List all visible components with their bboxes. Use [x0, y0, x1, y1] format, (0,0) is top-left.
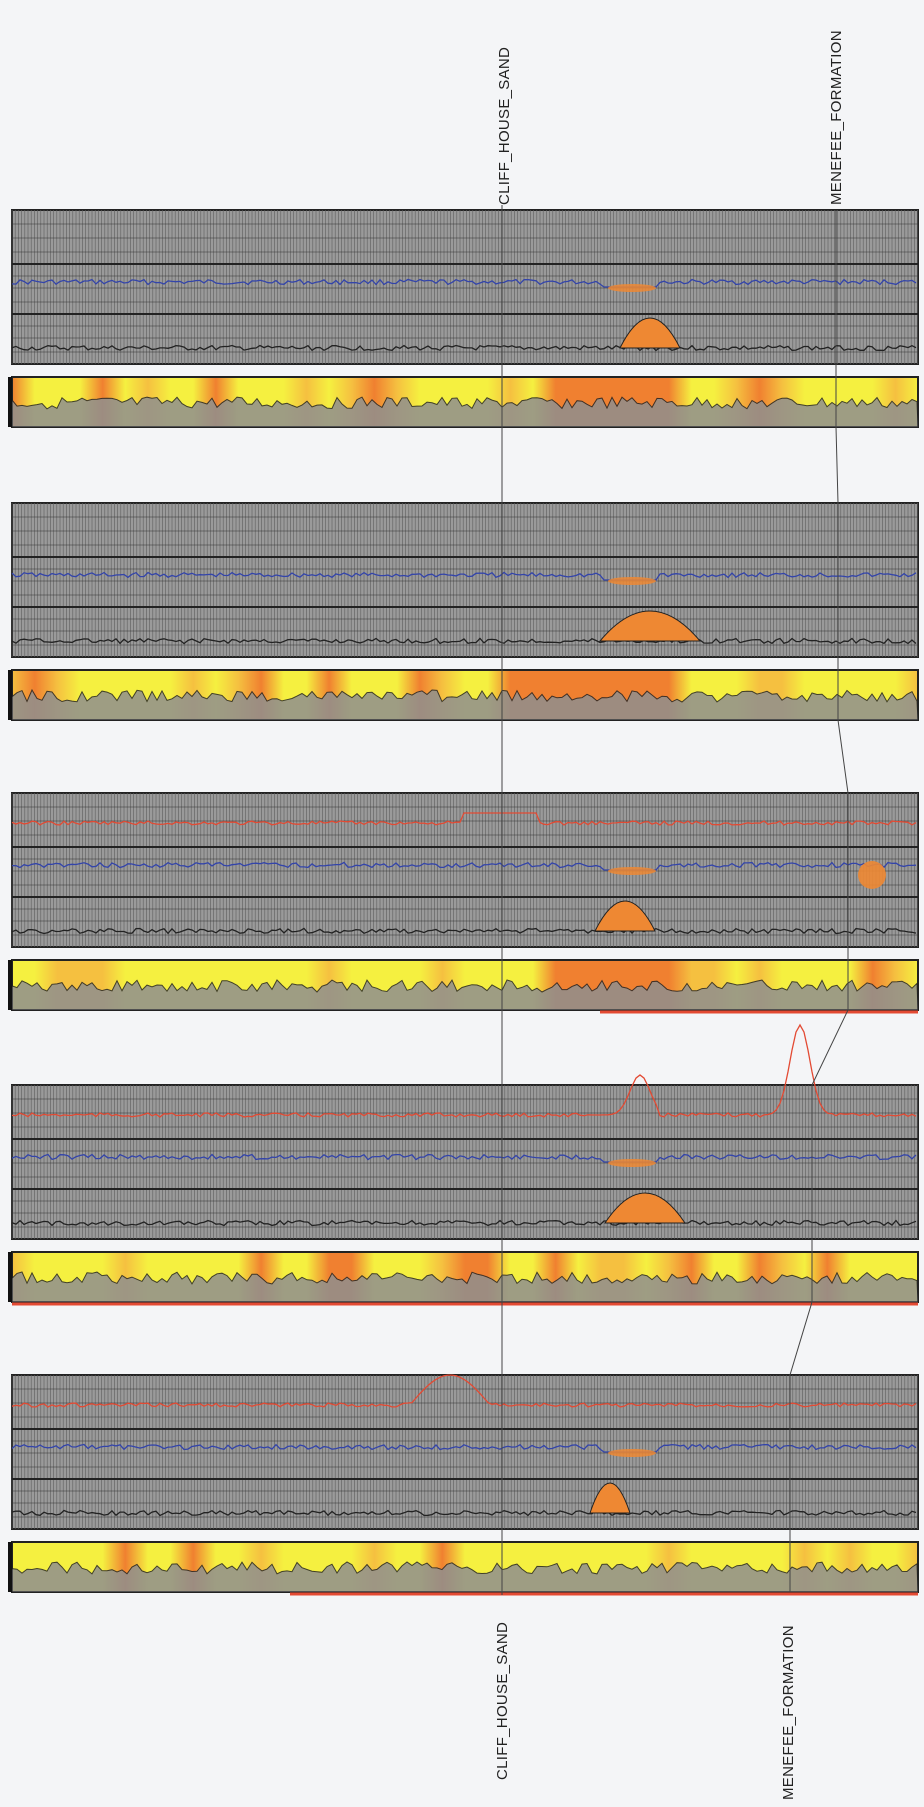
well-track-1 — [8, 209, 919, 428]
depth-tick-bar — [8, 960, 12, 1010]
depth-tick-bar — [8, 377, 12, 427]
density-crossover-fill — [608, 284, 656, 292]
gamma-shale-fill — [594, 900, 656, 932]
density-crossover-fill — [858, 861, 886, 889]
correlation-line-menefee-formation — [789, 210, 849, 1592]
lithology-profile — [11, 1561, 919, 1593]
well-track-5 — [8, 1374, 919, 1596]
lithology-profile — [11, 1271, 919, 1303]
density-crossover-fill — [608, 1449, 656, 1457]
gamma-shale-fill — [589, 1482, 631, 1514]
density-curve — [11, 278, 917, 288]
gamma-curve — [11, 927, 917, 935]
density-curve — [11, 861, 917, 871]
log-panel-bg — [11, 792, 919, 948]
well-track-4 — [8, 1023, 919, 1306]
gamma-shale-fill — [619, 317, 681, 349]
gamma-curve — [11, 1509, 917, 1517]
gamma-curve — [11, 344, 917, 352]
depth-tick-bar — [8, 670, 12, 720]
density-crossover-fill — [608, 577, 656, 585]
lithology-profile — [11, 396, 919, 428]
density-crossover-fill — [608, 1159, 656, 1167]
well-track-2 — [8, 502, 919, 721]
gamma-curve — [11, 637, 917, 645]
lithology-profile — [11, 979, 919, 1011]
log-panel-bg — [11, 209, 919, 365]
well-track-3 — [8, 792, 919, 1014]
resistivity-curve — [11, 812, 917, 826]
bottom-label-cliff-house-sand: CLIFF_HOUSE_SAND — [494, 1621, 511, 1780]
log-panel-bg — [11, 502, 919, 658]
gamma-curve — [11, 1219, 917, 1227]
density-curve — [11, 571, 917, 581]
density-curve — [11, 1153, 917, 1163]
gamma-shale-fill — [604, 1192, 686, 1224]
top-label-menefee-formation-top: MENEFEE_FORMATION — [828, 30, 845, 205]
depth-tick-bar — [8, 1542, 12, 1592]
density-curve — [11, 1443, 917, 1453]
log-panel-bg — [11, 1374, 919, 1530]
gamma-shale-fill — [598, 610, 702, 642]
resistivity-curve — [11, 1374, 917, 1408]
density-crossover-fill — [608, 867, 656, 875]
resistivity-curve — [11, 1023, 917, 1118]
log-panel-bg — [11, 1084, 919, 1240]
lithology-profile — [11, 688, 919, 721]
top-label-cliff-house-sand-top: CLIFF_HOUSE_SAND — [496, 46, 513, 205]
depth-tick-bar — [8, 1252, 12, 1302]
bottom-label-menefee-formation: MENEFEE_FORMATION — [780, 1625, 797, 1800]
